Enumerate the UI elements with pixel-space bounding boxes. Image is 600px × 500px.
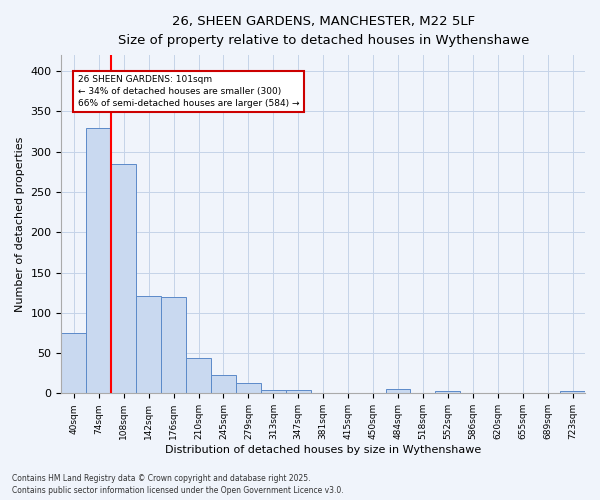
Bar: [560, 391, 585, 394]
Bar: [186, 358, 211, 394]
Bar: [211, 375, 236, 394]
Y-axis label: Number of detached properties: Number of detached properties: [15, 136, 25, 312]
X-axis label: Distribution of detached houses by size in Wythenshawe: Distribution of detached houses by size …: [165, 445, 481, 455]
Bar: [86, 128, 111, 394]
Bar: [61, 333, 86, 394]
Text: Contains HM Land Registry data © Crown copyright and database right 2025.
Contai: Contains HM Land Registry data © Crown c…: [12, 474, 344, 495]
Bar: [236, 383, 261, 394]
Bar: [136, 296, 161, 394]
Text: 26 SHEEN GARDENS: 101sqm
← 34% of detached houses are smaller (300)
66% of semi-: 26 SHEEN GARDENS: 101sqm ← 34% of detach…: [77, 75, 299, 108]
Bar: [286, 390, 311, 394]
Title: 26, SHEEN GARDENS, MANCHESTER, M22 5LF
Size of property relative to detached hou: 26, SHEEN GARDENS, MANCHESTER, M22 5LF S…: [118, 15, 529, 47]
Bar: [161, 296, 186, 394]
Bar: [436, 391, 460, 394]
Bar: [261, 390, 286, 394]
Bar: [111, 164, 136, 394]
Bar: [386, 390, 410, 394]
